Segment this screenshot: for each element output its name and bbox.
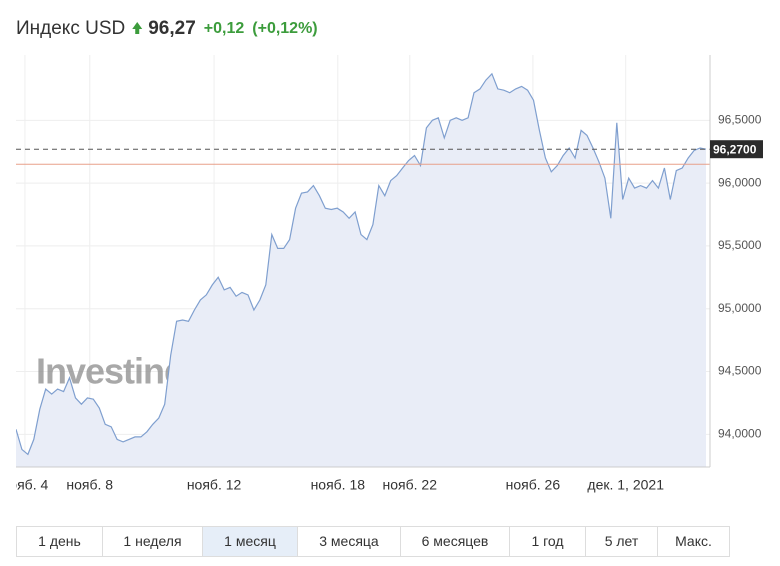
x-tick-label: нояб. 22 — [383, 477, 438, 493]
y-tick-label: 94,5000 — [718, 364, 762, 378]
change-percent: (+0,12%) — [252, 20, 317, 37]
range-tab[interactable]: 1 год — [510, 527, 586, 556]
current-label-box — [710, 140, 763, 159]
y-tick-label: 94,0000 — [718, 427, 762, 441]
x-tick-label: нояб. 12 — [187, 477, 242, 493]
last-price: 96,27 — [148, 18, 196, 39]
range-tab[interactable]: Макс. — [675, 533, 712, 549]
x-tick-label: нояб. 26 — [506, 477, 561, 493]
range-tab[interactable]: 3 месяца — [298, 527, 401, 556]
range-tab[interactable]: 5 лет — [586, 527, 658, 556]
range-tab[interactable]: 1 неделя — [103, 527, 203, 556]
area-fill — [16, 73, 706, 468]
y-tick-label: 96,5000 — [718, 112, 762, 126]
price-line — [16, 72, 707, 456]
change: +0,12 — [204, 20, 245, 37]
header: Индекс USD 96,27 +0,12 (+0,12%) — [16, 18, 318, 39]
y-tick-label: 96,0000 — [718, 175, 762, 189]
current-label: 96,2700 — [713, 142, 757, 156]
x-tick-label: нояб. 8 — [66, 477, 113, 493]
range-tab[interactable]: 1 день — [17, 527, 103, 556]
chart-title: Индекс USD — [16, 18, 125, 39]
x-tick-label: нояб. 18 — [311, 477, 366, 493]
range-tabs: 1 день 1 неделя 1 месяц 3 месяца 6 месяцев 1 … — [16, 526, 730, 557]
y-tick-label: 95,5000 — [718, 238, 762, 252]
range-tab[interactable]: 6 месяцев — [401, 527, 510, 556]
up-arrow — [132, 22, 143, 34]
range-tab[interactable]: 1 месяц — [203, 527, 298, 556]
x-tick-label: нояб. 4 — [2, 477, 49, 493]
x-tick-label: дек. 1, 2021 — [587, 477, 664, 493]
y-tick-label: 95,0000 — [718, 301, 762, 315]
chart: Индекс USD 96,27 +0,12 (+0,12%) нояб. 4 н… — [2, 18, 763, 493]
